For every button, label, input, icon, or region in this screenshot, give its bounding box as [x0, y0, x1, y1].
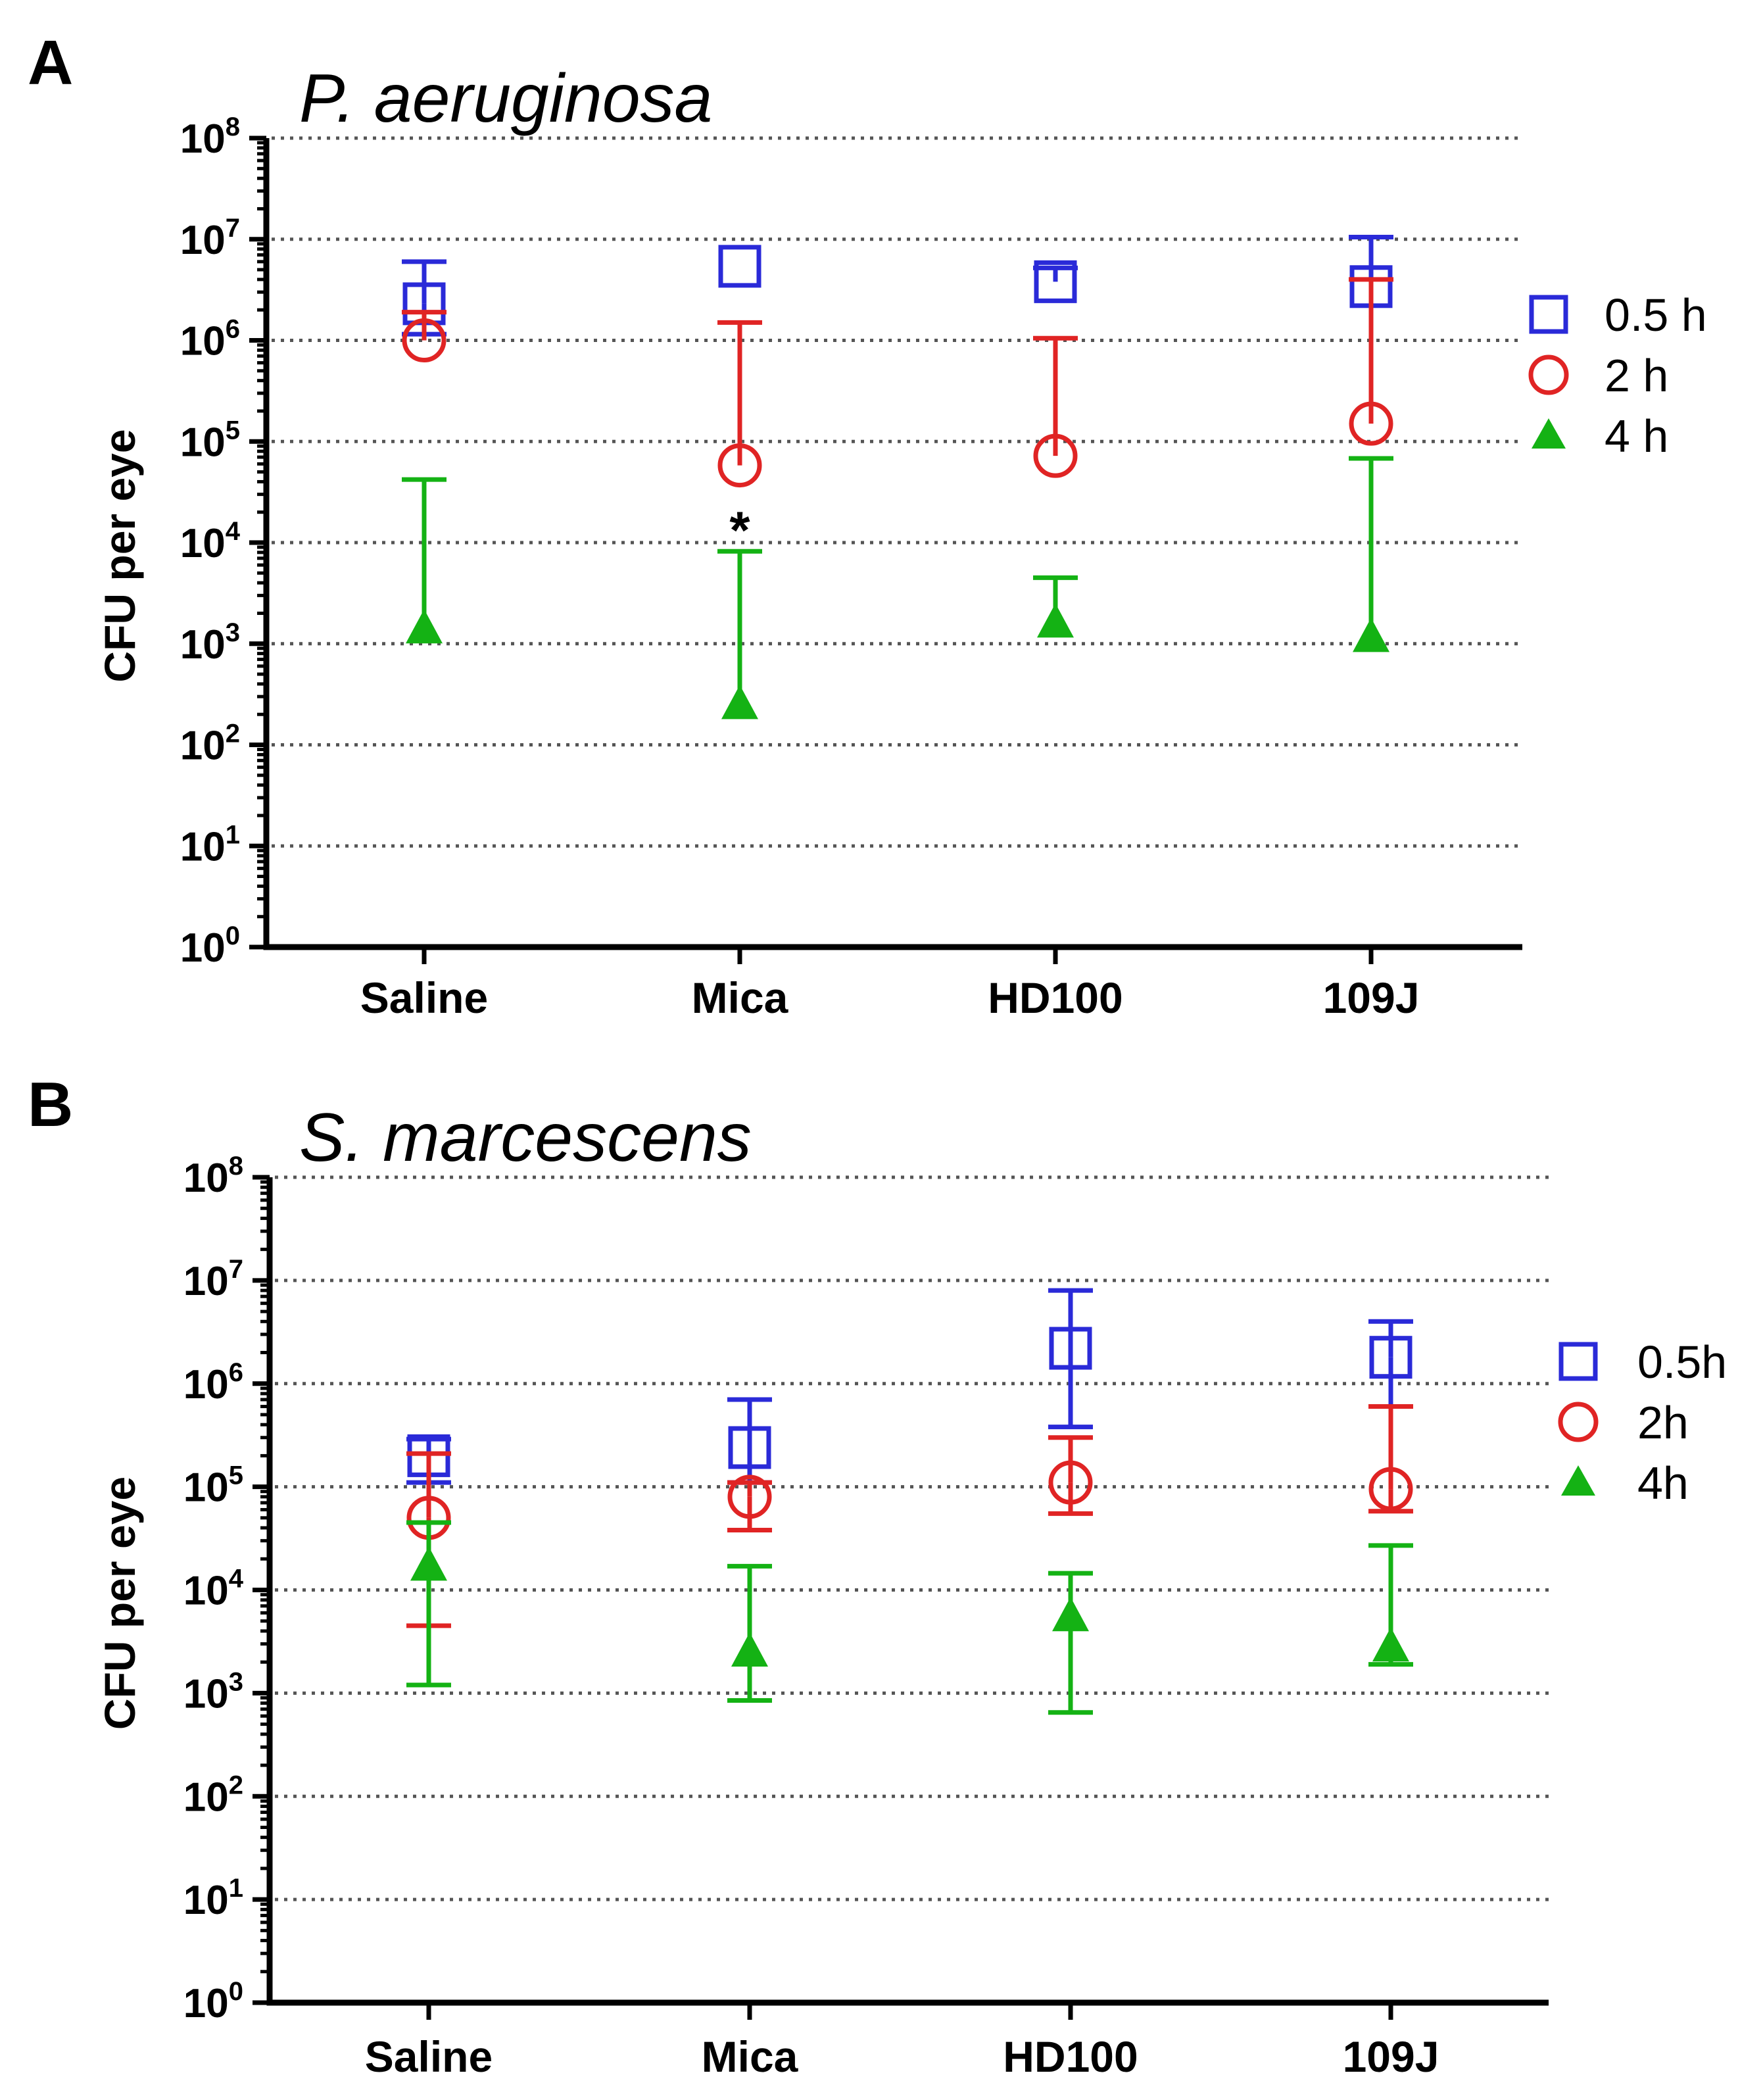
- data-point-circle: [1033, 433, 1078, 478]
- y-tick-label: 107: [180, 214, 240, 263]
- data-point-square: [728, 1426, 771, 1469]
- data-point-circle: [1349, 401, 1393, 446]
- y-tick-label: 103: [183, 1667, 243, 1717]
- y-tick-label: 100: [183, 1977, 243, 2026]
- data-point-triangle: [721, 685, 758, 720]
- legend-marker-circle: [1558, 1402, 1599, 1442]
- series-2-h: [402, 277, 1393, 488]
- data-point-triangle: [406, 609, 443, 644]
- x-tick-label: HD100: [1003, 2032, 1138, 2081]
- axes: [266, 1177, 1549, 2006]
- series-2h: [406, 1404, 1413, 1628]
- legend-label: 0.5h: [1637, 1336, 1727, 1388]
- data-point-circle: [1048, 1460, 1093, 1505]
- y-tick-label: 101: [183, 1874, 243, 1923]
- y-tick-label: 107: [183, 1255, 243, 1304]
- chart-title: S. marcescens: [299, 1100, 752, 1176]
- legend-marker-triangle: [1532, 418, 1566, 449]
- data-point-circle: [1368, 1467, 1413, 1511]
- y-axis-label: CFU per eye: [95, 429, 144, 682]
- y-tick-label: 104: [180, 517, 241, 566]
- x-tick-label: 109J: [1323, 973, 1420, 1022]
- data-point-square: [1034, 260, 1077, 303]
- axes: [263, 138, 1522, 950]
- y-tick-label: 108: [183, 1152, 243, 1201]
- data-point-triangle: [1353, 618, 1389, 652]
- legend-label: 0.5 h: [1605, 289, 1707, 341]
- legend-marker-square: [1558, 1342, 1598, 1381]
- legend-marker-triangle: [1561, 1465, 1595, 1496]
- y-tick-label: 106: [183, 1358, 243, 1407]
- x-tick-label: Mica: [692, 973, 789, 1022]
- data-point-triangle: [731, 1632, 768, 1667]
- data-point-circle: [402, 318, 447, 362]
- data-point-square: [718, 245, 761, 288]
- x-tick-label: Mica: [702, 2032, 799, 2081]
- y-tick-label: 101: [180, 820, 240, 869]
- y-axis-label: CFU per eye: [95, 1477, 144, 1730]
- legend-label: 4h: [1637, 1457, 1689, 1509]
- y-tick-label: 102: [180, 720, 240, 769]
- data-point-triangle: [1037, 603, 1074, 638]
- y-tick-label: 108: [180, 112, 240, 162]
- panel-b: B S. marcescens 100 101 102 103 104 105 106 107 1…: [28, 1069, 1727, 2081]
- panel-letter-a: A: [28, 28, 73, 98]
- data-point-triangle: [1052, 1597, 1089, 1632]
- panel-a: A P. aeruginosa 100 101 102 103 104 105 106 107 1…: [28, 28, 1707, 1022]
- legend-label: 4 h: [1605, 410, 1668, 462]
- x-tick-label: HD100: [988, 973, 1123, 1022]
- panel-letter-b: B: [28, 1069, 73, 1140]
- data-point-circle: [727, 1475, 772, 1519]
- y-tick-label: 104: [183, 1565, 244, 1614]
- legend-label: 2h: [1637, 1397, 1689, 1448]
- series-0.5h: [406, 1288, 1413, 1485]
- data-point-triangle: [410, 1546, 447, 1581]
- chart-title: P. aeruginosa: [299, 61, 712, 137]
- y-tick-label: 103: [180, 618, 240, 668]
- series-4-h: [402, 456, 1393, 720]
- significance-asterisk: *: [729, 501, 750, 560]
- series-0.5-h: [402, 234, 1393, 337]
- x-tick-label: Saline: [365, 2032, 493, 2081]
- legend-marker-square: [1529, 295, 1568, 334]
- data-point-circle: [717, 443, 762, 488]
- legend-label: 2 h: [1605, 350, 1668, 401]
- y-tick-label: 100: [180, 921, 240, 971]
- data-point-square: [1049, 1327, 1092, 1370]
- data-point-triangle: [1372, 1627, 1409, 1662]
- y-tick-label: 102: [183, 1770, 243, 1820]
- y-tick-label: 105: [180, 416, 240, 465]
- y-tick-label: 106: [180, 315, 240, 364]
- x-tick-label: Saline: [360, 973, 488, 1022]
- legend-marker-circle: [1528, 354, 1569, 395]
- y-tick-label: 105: [183, 1461, 243, 1511]
- data-point-square: [1369, 1336, 1413, 1379]
- x-tick-label: 109J: [1343, 2032, 1439, 2081]
- series-4h: [406, 1520, 1413, 1715]
